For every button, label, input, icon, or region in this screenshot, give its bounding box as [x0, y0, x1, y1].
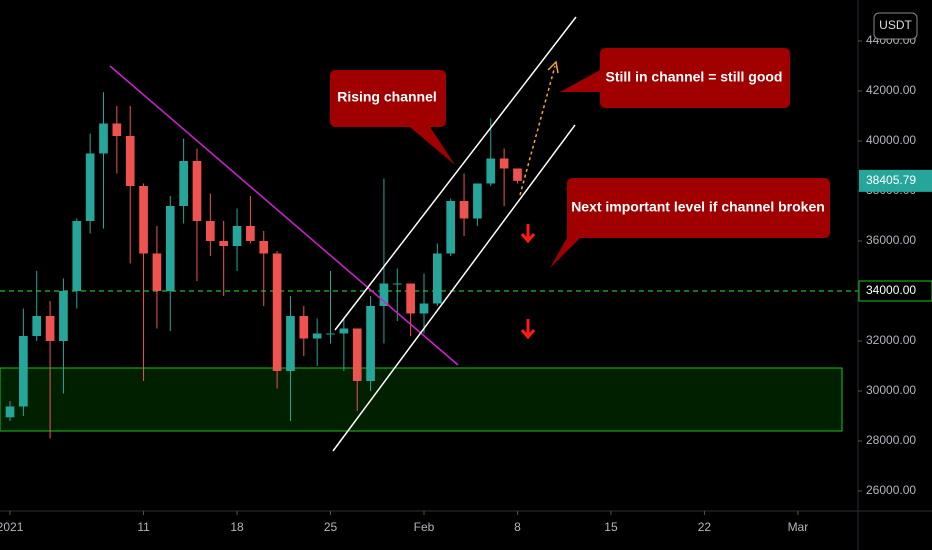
callout: [560, 48, 790, 108]
down-arrow: [520, 319, 536, 340]
candle-body: [473, 183, 482, 219]
candle-body: [152, 253, 162, 291]
annotation: Next important level if channel broken: [571, 199, 825, 215]
candle-body: [19, 336, 28, 407]
y-tick-label: 26000.00: [866, 483, 916, 497]
x-tick-label: 8: [514, 520, 521, 534]
candle-body: [59, 291, 68, 341]
candle-body: [45, 316, 55, 341]
y-tick-label: 28000.00: [866, 433, 916, 447]
candle-body: [392, 283, 402, 285]
y-tick-label: 30000.00: [866, 383, 916, 397]
candle-body: [352, 328, 362, 381]
candle-body: [312, 333, 322, 339]
y-tick-label: 36000.00: [866, 233, 916, 247]
candle-body: [406, 283, 415, 314]
candle-body: [32, 316, 42, 336]
candles: [5, 92, 522, 439]
candle-body: [85, 153, 95, 221]
y-tick-label: 42000.00: [866, 83, 916, 97]
candle-body: [272, 253, 282, 371]
candle-body: [139, 186, 148, 254]
x-tick-label: Mar: [788, 520, 809, 534]
candle-body: [112, 123, 122, 136]
candle-body: [459, 201, 469, 219]
callout: [550, 178, 830, 268]
x-tick-label: Feb: [414, 520, 435, 534]
x-tick-label: 11: [137, 520, 150, 534]
candle-body: [299, 316, 309, 339]
x-tick-label: 2021: [0, 520, 24, 534]
level-badge: [858, 280, 932, 302]
callout: [330, 70, 455, 165]
candle-body: [192, 161, 202, 221]
last-price-label: 38405.79: [866, 173, 916, 187]
y-tick-label: 40000.00: [866, 133, 916, 147]
candle-body: [486, 158, 496, 184]
projection-arrowhead: [547, 60, 559, 74]
plot-area: [0, 290, 858, 432]
candle-body: [379, 283, 389, 306]
projection-arrow: [519, 65, 556, 196]
candle-body: [326, 333, 335, 335]
candle-body: [366, 306, 375, 381]
candle-body: [513, 168, 522, 181]
candle-body: [72, 221, 82, 291]
channel-lower: [332, 124, 576, 452]
candle-body: [419, 303, 429, 314]
trendline: [109, 65, 459, 366]
candle-body: [125, 136, 135, 186]
candle-body: [179, 161, 188, 206]
y-tick-label: 32000.00: [866, 333, 916, 347]
x-tick-label: 15: [604, 520, 618, 534]
quote-label: USDT: [879, 18, 912, 32]
candle-body: [433, 253, 442, 304]
channel-upper: [334, 16, 577, 331]
drawings: Rising channel Still in channel = still …: [109, 16, 830, 452]
support-zone: [0, 367, 843, 432]
candle-body: [446, 201, 456, 254]
candle-body: [246, 226, 255, 241]
annotation: Rising channel: [337, 89, 437, 105]
candle-body: [165, 206, 175, 291]
down-arrow: [520, 224, 536, 244]
candle-body: [286, 316, 295, 371]
quote-badge: [873, 12, 918, 40]
last-price-badge: [859, 169, 932, 192]
candle-body: [99, 123, 108, 154]
candle-body: [499, 158, 509, 169]
candle-body: [232, 226, 242, 246]
candle-body: [5, 406, 15, 418]
level-label: 34000.00: [866, 283, 916, 297]
x-tick-label: 25: [324, 520, 338, 534]
x-tick-label: 22: [698, 520, 712, 534]
candle-body: [259, 241, 269, 254]
candle-body: [219, 241, 229, 246]
x-tick-label: 18: [230, 520, 244, 534]
annotation: Still in channel = still good: [606, 69, 783, 85]
candle-body: [339, 328, 349, 334]
candle-body: [205, 221, 215, 241]
